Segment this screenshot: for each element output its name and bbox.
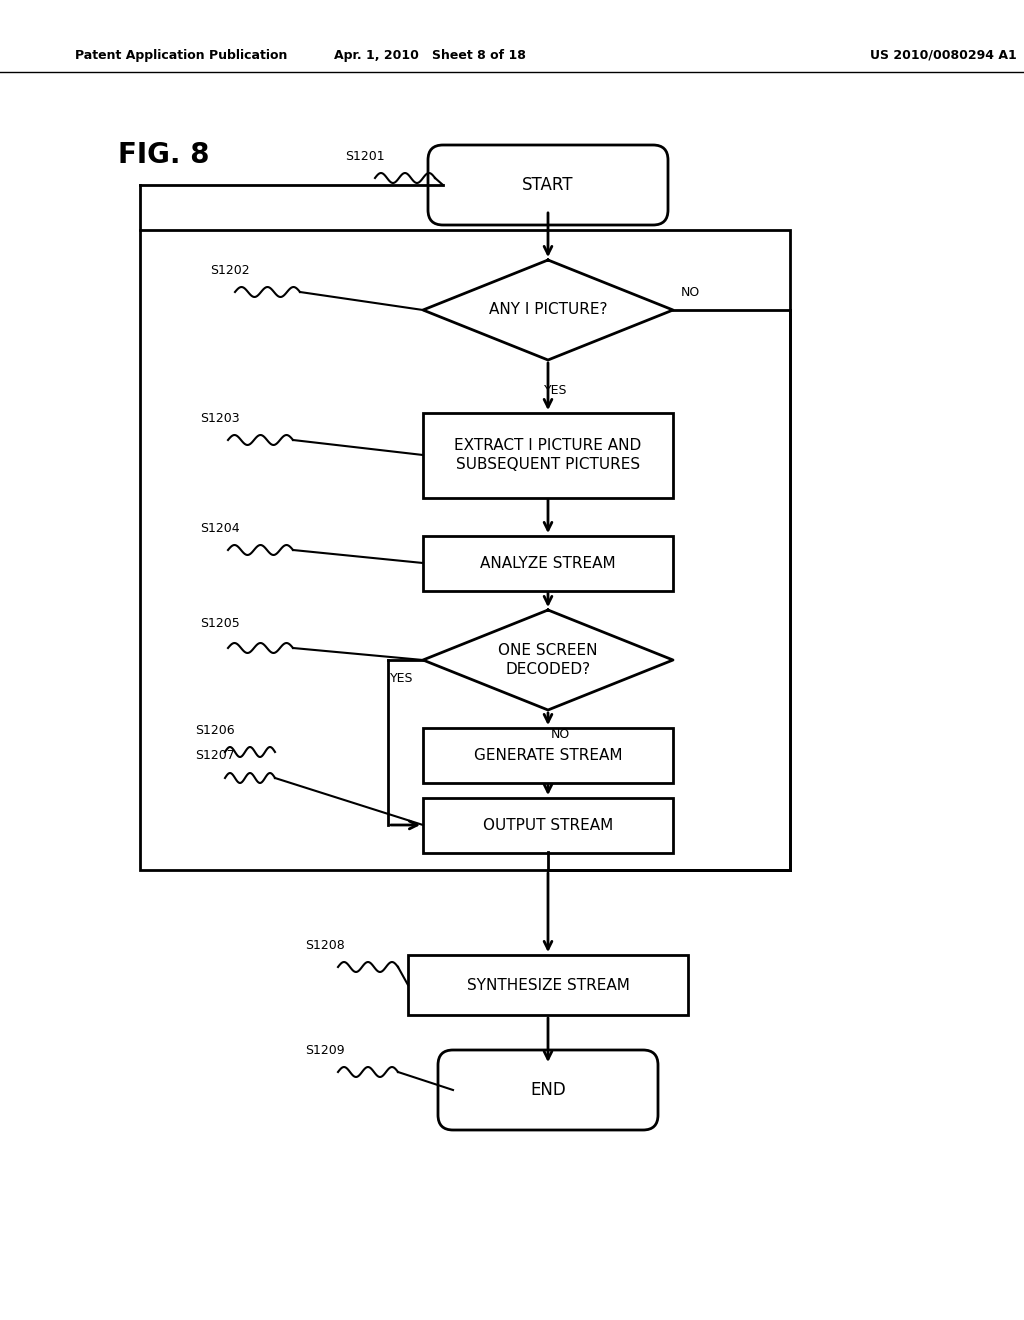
FancyBboxPatch shape <box>428 145 668 224</box>
Text: GENERATE STREAM: GENERATE STREAM <box>474 747 623 763</box>
Text: S1202: S1202 <box>210 264 250 277</box>
Text: S1201: S1201 <box>345 150 385 162</box>
Text: Patent Application Publication: Patent Application Publication <box>75 49 288 62</box>
Text: ANALYZE STREAM: ANALYZE STREAM <box>480 556 615 570</box>
Text: S1209: S1209 <box>305 1044 345 1057</box>
Text: Apr. 1, 2010   Sheet 8 of 18: Apr. 1, 2010 Sheet 8 of 18 <box>334 49 526 62</box>
Text: YES: YES <box>544 384 567 396</box>
Text: ONE SCREEN
DECODED?: ONE SCREEN DECODED? <box>499 643 598 677</box>
Bar <box>140 230 790 870</box>
Text: EXTRACT I PICTURE AND
SUBSEQUENT PICTURES: EXTRACT I PICTURE AND SUBSEQUENT PICTURE… <box>455 438 642 473</box>
Text: END: END <box>530 1081 566 1100</box>
Bar <box>423 536 673 590</box>
Text: US 2010/0080294 A1: US 2010/0080294 A1 <box>870 49 1017 62</box>
Bar <box>423 797 673 853</box>
Polygon shape <box>423 610 673 710</box>
Text: S1206: S1206 <box>195 723 234 737</box>
Text: OUTPUT STREAM: OUTPUT STREAM <box>483 817 613 833</box>
Text: S1203: S1203 <box>200 412 240 425</box>
Text: NO: NO <box>550 729 569 742</box>
Bar <box>408 954 688 1015</box>
Bar <box>423 412 673 498</box>
Text: START: START <box>522 176 573 194</box>
Text: YES: YES <box>389 672 413 685</box>
Text: S1205: S1205 <box>200 616 240 630</box>
Text: ANY I PICTURE?: ANY I PICTURE? <box>488 302 607 318</box>
Text: S1204: S1204 <box>200 521 240 535</box>
FancyBboxPatch shape <box>438 1049 658 1130</box>
Polygon shape <box>423 260 673 360</box>
Text: NO: NO <box>681 285 700 298</box>
Text: SYNTHESIZE STREAM: SYNTHESIZE STREAM <box>467 978 630 993</box>
Text: FIG. 8: FIG. 8 <box>118 141 210 169</box>
Bar <box>423 727 673 783</box>
Text: S1208: S1208 <box>305 939 345 952</box>
Text: S1207: S1207 <box>195 748 234 762</box>
